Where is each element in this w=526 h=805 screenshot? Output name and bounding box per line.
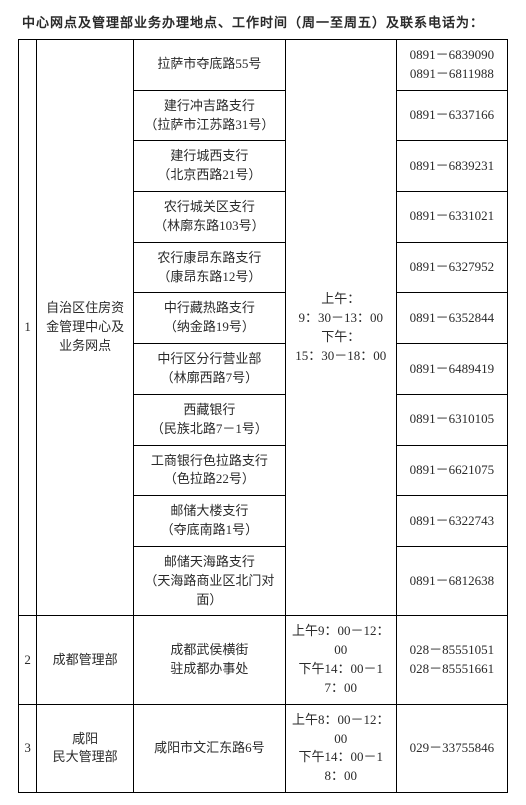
table-row: 3 咸阳 民大管理部 咸阳市文汇东路6号 上午8：00－12：00 下午14：0…: [19, 704, 508, 792]
phone-cell: 0891－6839231: [396, 141, 507, 192]
phone-line1: 0891－6839231: [401, 157, 503, 176]
location-line1: 邮储天海路支行: [138, 553, 281, 572]
phone-cell: 0891－6489419: [396, 344, 507, 395]
location-line1: 农行城关区支行: [138, 198, 281, 217]
location-line2: （林廓东路103号）: [138, 217, 281, 236]
phone-cell: 0891－6331021: [396, 192, 507, 243]
phone-line1: 0891－6327952: [401, 258, 503, 277]
index-cell: 3: [19, 704, 37, 792]
location-line1: 建行冲吉路支行: [138, 97, 281, 116]
phone-line1: 0891－6337166: [401, 106, 503, 125]
index-cell: 1: [19, 40, 37, 616]
dept-cell: 成都管理部: [37, 616, 134, 704]
phone-line1: 0891－6621075: [401, 461, 503, 480]
location-cell: 建行城西支行 （北京西路21号）: [134, 141, 286, 192]
phone-cell: 0891－6812638: [396, 546, 507, 616]
hours-cell: 上午9：00－12：00 下午14：00－17：00: [285, 616, 396, 704]
phone-line1: 0891－6322743: [401, 512, 503, 531]
location-line2: （康昂东路12号）: [138, 268, 281, 287]
dept-line1: 咸阳: [41, 730, 129, 749]
location-cell: 邮储天海路支行 （天海路商业区北门对面）: [134, 546, 286, 616]
location-line1: 中行藏热路支行: [138, 299, 281, 318]
location-line2: （天海路商业区北门对面）: [138, 572, 281, 610]
dept-cell: 咸阳 民大管理部: [37, 704, 134, 792]
hours-pm: 下午14：00－18：00: [290, 748, 392, 786]
location-line2: （民族北路7－1号）: [138, 420, 281, 439]
location-cell: 邮储大楼支行 （夺底南路1号）: [134, 496, 286, 547]
phone-line1: 0891－6489419: [401, 360, 503, 379]
location-cell: 西藏银行 （民族北路7－1号）: [134, 394, 286, 445]
location-line1: 邮储大楼支行: [138, 502, 281, 521]
hours-cell: 上午8：00－12：00 下午14：00－18：00: [285, 704, 396, 792]
phone-cell: 0891－6337166: [396, 90, 507, 141]
phone-cell: 0891－6322743: [396, 496, 507, 547]
locations-table: 1 自治区住房资金管理中心及业务网点 拉萨市夺底路55号 上午： 9：30－13…: [18, 39, 508, 793]
location-line2: （北京西路21号）: [138, 166, 281, 185]
hours-pm-label: 下午：: [290, 328, 392, 347]
hours-cell: 上午： 9：30－13：00 下午： 15：30－18：00: [285, 40, 396, 616]
location-cell: 工商银行色拉路支行 （色拉路22号）: [134, 445, 286, 496]
location-line2: （纳金路19号）: [138, 318, 281, 337]
location-line2: （林廓西路7号）: [138, 369, 281, 388]
location-cell: 中行藏热路支行 （纳金路19号）: [134, 293, 286, 344]
page-title: 中心网点及管理部业务办理地点、工作时间（周一至周五）及联系电话为：: [22, 12, 508, 31]
location-line2: （拉萨市江苏路31号）: [138, 116, 281, 135]
location-line2: （色拉路22号）: [138, 470, 281, 489]
phone-cell: 0891－6310105: [396, 394, 507, 445]
table-row: 1 自治区住房资金管理中心及业务网点 拉萨市夺底路55号 上午： 9：30－13…: [19, 40, 508, 91]
hours-am-label: 上午：: [290, 290, 392, 309]
phone-cell: 029－33755846: [396, 704, 507, 792]
location-line1: 成都武侯横街: [138, 641, 281, 660]
phone-cell: 0891－6327952: [396, 242, 507, 293]
dept-line2: 民大管理部: [41, 748, 129, 767]
location-line1: 西藏银行: [138, 401, 281, 420]
phone-line1: 0891－6839090: [401, 46, 503, 65]
location-line2: （夺底南路1号）: [138, 521, 281, 540]
hours-pm-time: 15：30－18：00: [290, 347, 392, 366]
phone-cell: 0891－6352844: [396, 293, 507, 344]
phone-line1: 0891－6310105: [401, 410, 503, 429]
location-cell: 农行康昂东路支行 （康昂东路12号）: [134, 242, 286, 293]
phone-cell: 0891－6839090 0891－6811988: [396, 40, 507, 91]
index-cell: 2: [19, 616, 37, 704]
location-cell: 拉萨市夺底路55号: [134, 40, 286, 91]
location-line1: 拉萨市夺底路55号: [138, 55, 281, 74]
location-cell: 建行冲吉路支行 （拉萨市江苏路31号）: [134, 90, 286, 141]
location-cell: 成都武侯横街 驻成都办事处: [134, 616, 286, 704]
phone-line1: 028－85551051: [401, 641, 503, 660]
hours-pm: 下午14：00－17：00: [290, 660, 392, 698]
phone-line1: 0891－6331021: [401, 207, 503, 226]
phone-cell: 0891－6621075: [396, 445, 507, 496]
location-line1: 中行区分行营业部: [138, 350, 281, 369]
phone-line1: 0891－6812638: [401, 572, 503, 591]
hours-am-time: 9：30－13：00: [290, 309, 392, 328]
phone-cell: 028－85551051 028－85551661: [396, 616, 507, 704]
phone-line2: 0891－6811988: [401, 65, 503, 84]
table-row: 2 成都管理部 成都武侯横街 驻成都办事处 上午9：00－12：00 下午14：…: [19, 616, 508, 704]
location-cell: 中行区分行营业部 （林廓西路7号）: [134, 344, 286, 395]
location-line1: 建行城西支行: [138, 147, 281, 166]
location-cell: 农行城关区支行 （林廓东路103号）: [134, 192, 286, 243]
phone-line1: 0891－6352844: [401, 309, 503, 328]
dept-cell: 自治区住房资金管理中心及业务网点: [37, 40, 134, 616]
phone-line2: 028－85551661: [401, 660, 503, 679]
hours-am: 上午8：00－12：00: [290, 711, 392, 749]
location-line2: 驻成都办事处: [138, 660, 281, 679]
location-line1: 工商银行色拉路支行: [138, 452, 281, 471]
location-line1: 农行康昂东路支行: [138, 249, 281, 268]
hours-am: 上午9：00－12：00: [290, 622, 392, 660]
location-cell: 咸阳市文汇东路6号: [134, 704, 286, 792]
